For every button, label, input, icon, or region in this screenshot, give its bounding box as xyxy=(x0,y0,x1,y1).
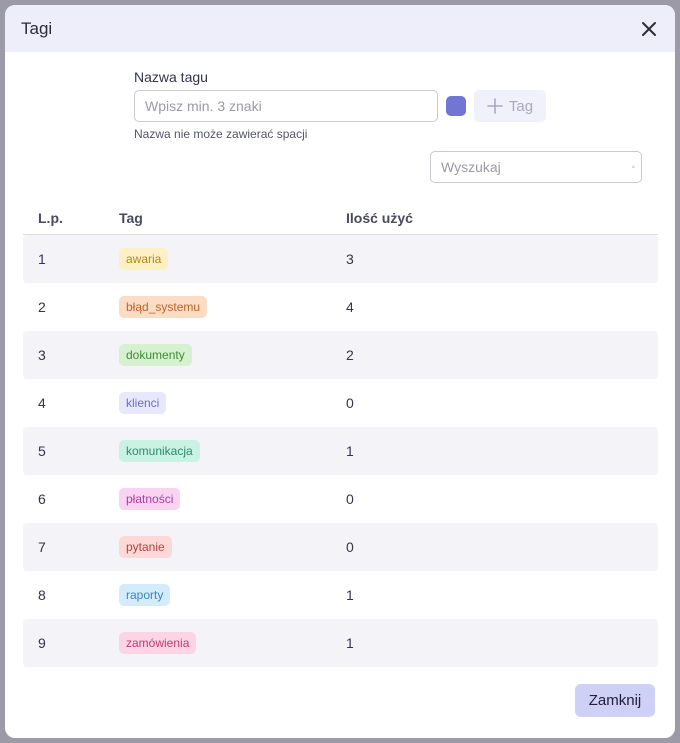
row-tag-cell: zamówienia xyxy=(119,632,346,654)
row-tag-cell: awaria xyxy=(119,248,346,270)
row-lp: 3 xyxy=(38,347,46,363)
table-header: L.p. Tag Ilość użyć xyxy=(23,201,658,235)
table-row: 5 komunikacja 1 xyxy=(23,427,658,475)
tag-badge[interactable]: pytanie xyxy=(119,536,172,558)
row-count: 1 xyxy=(346,635,354,651)
row-lp: 8 xyxy=(38,587,46,603)
search-icon[interactable] xyxy=(632,157,635,177)
table-row: 6 płatności 0 xyxy=(23,475,658,523)
table-row: 7 pytanie 0 xyxy=(23,523,658,571)
table-row: 9 zamówienia 1 xyxy=(23,619,658,667)
tags-table: L.p. Tag Ilość użyć 1 awaria 3 2 błąd_system… xyxy=(23,201,658,667)
row-count: 0 xyxy=(346,491,354,507)
tag-badge[interactable]: klienci xyxy=(119,392,167,414)
tag-badge[interactable]: płatności xyxy=(119,488,181,510)
tag-badge[interactable]: komunikacja xyxy=(119,440,200,462)
table-row: 3 dokumenty 2 xyxy=(23,331,658,379)
close-dialog-button[interactable]: Zamknij xyxy=(575,684,655,717)
tag-badge[interactable]: awaria xyxy=(119,248,169,270)
row-lp: 7 xyxy=(38,539,46,555)
tag-badge[interactable]: zamówienia xyxy=(119,632,197,654)
dialog-title: Tagi xyxy=(21,18,53,38)
row-tag-cell: komunikacja xyxy=(119,440,346,462)
row-lp: 4 xyxy=(38,395,46,411)
row-tag-cell: raporty xyxy=(119,584,346,606)
row-count: 2 xyxy=(346,347,354,363)
row-lp: 5 xyxy=(38,443,46,459)
row-tag-cell: błąd_systemu xyxy=(119,296,346,318)
add-tag-label: Tag xyxy=(508,97,534,115)
row-count: 0 xyxy=(346,539,354,555)
add-tag-button[interactable]: Tag xyxy=(474,90,546,122)
close-button[interactable] xyxy=(637,17,661,41)
row-count: 0 xyxy=(346,395,354,411)
row-lp: 2 xyxy=(38,299,46,315)
tag-badge[interactable]: błąd_systemu xyxy=(119,296,208,318)
row-lp: 1 xyxy=(38,251,46,267)
table-row: 2 błąd_systemu 4 xyxy=(23,283,658,331)
row-lp: 6 xyxy=(38,491,46,507)
tag-name-hint: Nazwa nie może zawierać spacji xyxy=(134,127,308,141)
row-count: 4 xyxy=(346,299,354,315)
row-tag-cell: pytanie xyxy=(119,536,346,558)
row-tag-cell: dokumenty xyxy=(119,344,346,366)
tag-badge[interactable]: raporty xyxy=(119,584,171,606)
tags-dialog: Tagi Nazwa tagu Tag Nazwa nie może zawie… xyxy=(5,5,675,738)
header-tag: Tag xyxy=(119,209,143,226)
tag-color-picker[interactable] xyxy=(446,96,466,116)
row-count: 3 xyxy=(346,251,354,267)
row-lp: 9 xyxy=(38,635,46,651)
dialog-header: Tagi xyxy=(5,5,675,52)
header-lp: L.p. xyxy=(38,209,63,226)
row-tag-cell: klienci xyxy=(119,392,346,414)
row-count: 1 xyxy=(346,587,354,603)
table-body: 1 awaria 3 2 błąd_systemu 4 3 dokumenty 2 4 klienc… xyxy=(23,235,658,667)
tag-form: Nazwa tagu Tag Nazwa nie może zawierać s… xyxy=(134,69,546,141)
table-row: 8 raporty 1 xyxy=(23,571,658,619)
search-input[interactable] xyxy=(431,152,632,182)
header-count: Ilość użyć xyxy=(346,209,413,226)
search-box xyxy=(430,151,642,183)
tag-badge[interactable]: dokumenty xyxy=(119,344,192,366)
row-tag-cell: płatności xyxy=(119,488,346,510)
table-row: 4 klienci 0 xyxy=(23,379,658,427)
plus-icon xyxy=(487,98,503,114)
tag-name-label: Nazwa tagu xyxy=(134,69,208,85)
row-count: 1 xyxy=(346,443,354,459)
table-row: 1 awaria 3 xyxy=(23,235,658,283)
tag-name-input[interactable] xyxy=(134,90,438,122)
close-icon xyxy=(642,21,656,36)
